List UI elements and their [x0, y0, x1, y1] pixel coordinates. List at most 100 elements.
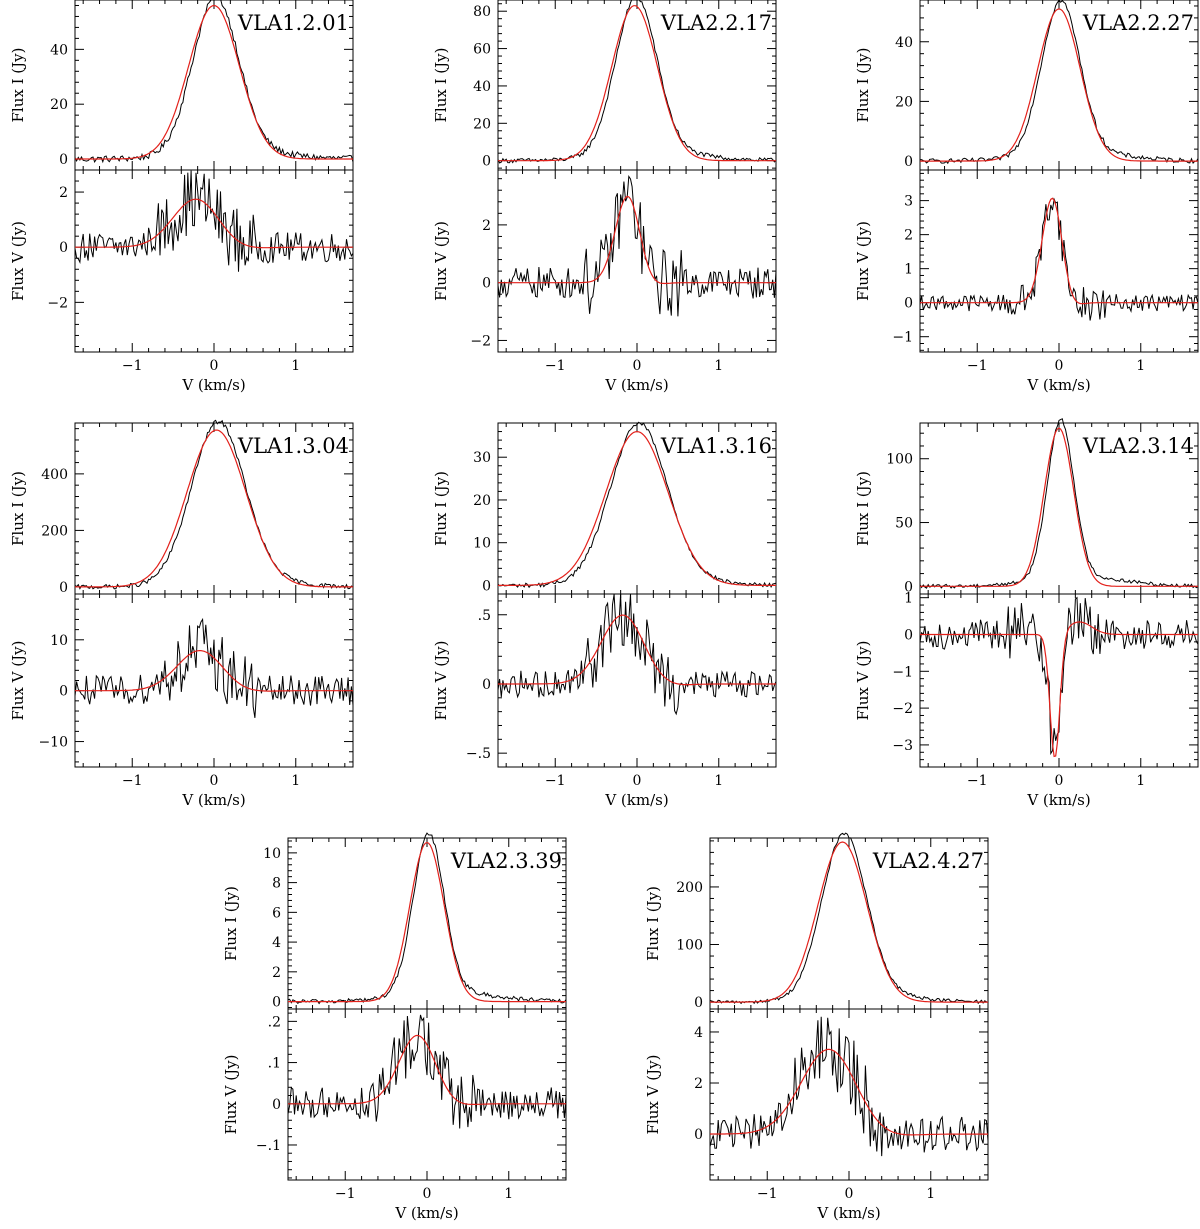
y-tick-label: −2: [470, 333, 491, 349]
x-axis-label: V (km/s): [1026, 791, 1090, 809]
stokes-v-observed-line: [919, 596, 1199, 756]
stokes-i-observed-line: [919, 0, 1199, 165]
top-y-label: Flux I (Jy): [432, 471, 450, 546]
y-tick-label: −10: [38, 735, 68, 751]
x-tick-label: 0: [1055, 773, 1064, 789]
stokes-v-observed-line: [709, 1016, 989, 1157]
spectrum-panel: 0 20 40 VLA1.2.01 Flux I (Jy) −2 0 2 −1 0 1 Flux V …: [9, 0, 354, 394]
panel-title: VLA1.3.16: [660, 434, 772, 458]
spectrum-panel: 0 10 20 30 VLA1.3.16 Flux I (Jy) −.5 0 .5 −1 0 1 Flu…: [432, 421, 777, 809]
panel-title: VLA1.2.01: [237, 11, 349, 35]
bottom-y-label: Flux V (Jy): [9, 221, 27, 301]
y-tick-label: −1: [892, 330, 913, 346]
stokes-v-observed-line: [497, 175, 777, 317]
bottom-y-label: Flux V (Jy): [9, 641, 27, 721]
panel-frame: [919, 593, 1199, 768]
panel-frame: [497, 169, 777, 353]
y-tick-label: 0: [272, 1097, 281, 1113]
x-tick-label: −1: [545, 358, 566, 374]
y-tick-label: 20: [473, 493, 491, 509]
stokes-v-fit-line: [75, 650, 353, 692]
top-y-label: Flux I (Jy): [9, 48, 27, 123]
y-tick-label: 6: [272, 905, 281, 921]
y-tick-label: 0: [904, 627, 913, 643]
y-tick-label: 0: [694, 995, 703, 1011]
stokes-v-fit-line: [498, 195, 776, 285]
y-tick-label: 40: [895, 35, 913, 51]
y-tick-label: 2: [482, 218, 491, 234]
x-tick-label: 0: [845, 1186, 854, 1202]
top-y-label: Flux I (Jy): [222, 886, 240, 961]
panel-title: VLA2.4.27: [872, 849, 984, 873]
y-tick-label: 0: [694, 1127, 703, 1143]
panel-frame: [287, 1008, 567, 1181]
y-tick-label: 20: [895, 94, 913, 110]
bottom-y-label: Flux V (Jy): [854, 221, 872, 301]
y-tick-label: 20: [50, 97, 68, 113]
x-axis-label: V (km/s): [181, 791, 245, 809]
x-tick-label: 1: [926, 1186, 935, 1202]
x-tick-label: 1: [291, 773, 300, 789]
stokes-i-fit-line: [75, 4, 353, 160]
x-tick-label: 1: [1136, 773, 1145, 789]
stokes-v-observed-line: [74, 170, 354, 272]
x-tick-label: 0: [423, 1186, 432, 1202]
y-tick-label: 100: [676, 938, 703, 954]
x-tick-label: −1: [122, 358, 143, 374]
y-tick-label: −2: [47, 295, 68, 311]
x-axis-label: V (km/s): [394, 1204, 458, 1222]
spectrum-panel: 0 20 40 VLA2.2.27 Flux I (Jy) −1 0 1 2 3 −1 0 1 Flux …: [854, 0, 1199, 394]
spectrum-panel: 0 100 200 VLA2.4.27 Flux I (Jy) 0 2 4 −1 0 1 Flux V…: [644, 832, 989, 1222]
y-tick-label: 0: [482, 578, 491, 594]
x-axis-label: V (km/s): [181, 376, 245, 394]
y-tick-label: 2: [59, 185, 68, 201]
x-tick-label: −1: [967, 773, 988, 789]
bottom-y-label: Flux V (Jy): [222, 1055, 240, 1135]
y-tick-label: 2: [694, 1076, 703, 1092]
y-tick-label: 2: [272, 965, 281, 981]
top-y-label: Flux I (Jy): [644, 886, 662, 961]
x-tick-label: 1: [504, 1186, 513, 1202]
x-axis-label: V (km/s): [604, 791, 668, 809]
x-tick-label: −1: [545, 773, 566, 789]
y-tick-label: 20: [473, 116, 491, 132]
y-tick-label: 50: [895, 516, 913, 532]
y-tick-label: 2: [904, 228, 913, 244]
panel-title: VLA2.3.14: [1082, 434, 1194, 458]
x-tick-label: 0: [633, 358, 642, 374]
y-tick-label: 0: [59, 580, 68, 596]
bottom-y-label: Flux V (Jy): [432, 221, 450, 301]
y-tick-label: −.5: [466, 746, 491, 762]
y-tick-label: 3: [904, 194, 913, 210]
stokes-i-observed-line: [497, 421, 777, 589]
x-tick-label: 0: [210, 773, 219, 789]
y-tick-label: 200: [676, 880, 703, 896]
x-tick-label: 0: [210, 358, 219, 374]
bottom-y-label: Flux V (Jy): [644, 1055, 662, 1135]
y-tick-label: 400: [41, 467, 68, 483]
y-tick-label: 60: [473, 42, 491, 58]
stokes-v-observed-line: [497, 593, 777, 716]
panel-title: VLA2.2.17: [660, 11, 772, 35]
stokes-i-fit-line: [498, 5, 776, 162]
stokes-i-observed-line: [287, 832, 567, 1005]
y-tick-label: .5: [478, 608, 491, 624]
y-tick-label: .2: [268, 1014, 281, 1030]
y-tick-label: 4: [272, 935, 281, 951]
stokes-v-observed-line: [74, 617, 354, 718]
stokes-i-fit-line: [710, 841, 988, 1003]
top-y-label: Flux I (Jy): [854, 471, 872, 546]
stokes-i-fit-line: [920, 8, 1198, 162]
y-tick-label: 0: [904, 296, 913, 312]
top-y-label: Flux I (Jy): [854, 48, 872, 123]
stokes-v-fit-line: [920, 621, 1198, 758]
x-tick-label: 1: [714, 358, 723, 374]
stokes-v-observed-line: [919, 197, 1199, 321]
y-tick-label: 40: [50, 42, 68, 58]
y-tick-label: 200: [41, 523, 68, 539]
y-tick-label: 0: [904, 154, 913, 170]
y-tick-label: −2: [892, 701, 913, 717]
y-tick-label: 0: [272, 995, 281, 1011]
y-tick-label: 0: [482, 154, 491, 170]
